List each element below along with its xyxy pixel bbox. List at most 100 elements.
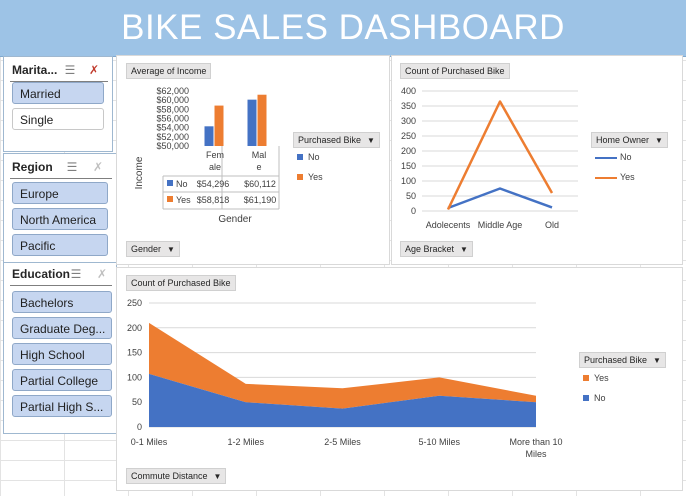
age-chart-panel: Count of Purchased Bike 0 50 100 150 200 250 3… <box>391 55 683 265</box>
age-ytick-label: 0 <box>411 206 416 216</box>
clear-filter-icon[interactable]: ✗ <box>96 267 108 281</box>
dropdown-icon: ▼ <box>655 136 663 145</box>
marital-slicer-title: Marita... <box>12 63 58 77</box>
slicer-item-pacific[interactable]: Pacific <box>12 234 108 256</box>
legend-text-no: No <box>594 393 606 403</box>
marital-slicer: Marita... ☰ ✗ Married Single <box>3 56 113 152</box>
table-row-label-no: No <box>176 179 188 189</box>
income-bar-male-yes <box>257 94 267 146</box>
average-income-field-button[interactable]: Average of Income <box>126 63 212 79</box>
commute-xcat-label: 5-10 Miles <box>418 437 460 447</box>
age-line-yes <box>446 100 554 211</box>
gender-field-button[interactable]: Gender ▼ <box>126 241 180 257</box>
marital-slicer-header: Marita... ☰ ✗ <box>10 61 108 82</box>
slicer-item-partial-college[interactable]: Partial College <box>12 369 112 391</box>
income-bar-female-yes <box>214 105 224 146</box>
slicer-item-north-america[interactable]: North America <box>12 208 108 230</box>
legend-swatch-yes <box>583 375 589 381</box>
legend-swatch-no <box>583 395 589 401</box>
education-slicer: Education ☰ ✗ Bachelors Graduate Deg... … <box>3 262 117 434</box>
multi-select-icon[interactable]: ☰ <box>64 63 76 77</box>
income-xcat-male-2: e <box>256 162 261 172</box>
legend-yes: Yes <box>297 172 323 182</box>
commute-xcat-label: 1-2 Miles <box>227 437 264 447</box>
multi-select-icon[interactable]: ☰ <box>70 267 82 281</box>
purchased-bike-legend-label: Purchased Bike <box>584 355 648 365</box>
commute-xcat-label: 2-5 Miles <box>324 437 361 447</box>
legend-swatch-no <box>297 154 303 160</box>
commute-ytick-label: 50 <box>132 397 142 407</box>
slicer-item-high-school[interactable]: High School <box>12 343 112 365</box>
income-xcat-male-1: Mal <box>252 150 267 160</box>
clear-filter-icon[interactable]: ✗ <box>92 160 104 174</box>
income-bar-chart: Income $50,000$52,000$54,000$56,000$58,0… <box>134 86 280 225</box>
age-xcat-label: Adolecents <box>426 220 471 230</box>
legend-text-yes: Yes <box>620 172 635 182</box>
count-purchased-field-button[interactable]: Count of Purchased Bike <box>400 63 510 79</box>
legend-text-no: No <box>308 152 320 162</box>
commute-ytick-label: 0 <box>137 422 142 432</box>
table-cell-male-no: $60,112 <box>244 179 276 189</box>
purchased-bike-legend-button[interactable]: Purchased Bike ▼ <box>579 352 666 368</box>
home-owner-legend-button[interactable]: Home Owner ▼ <box>591 132 668 148</box>
slicer-item-partial-high-school[interactable]: Partial High S... <box>12 395 112 417</box>
legend-no: No <box>297 152 320 162</box>
region-slicer-title: Region <box>12 160 53 174</box>
commute-distance-field-label: Commute Distance <box>131 471 208 481</box>
income-xcat-female-2: ale <box>209 162 221 172</box>
income-bar-female-no <box>204 126 214 146</box>
table-cell-female-yes: $58,818 <box>197 195 230 205</box>
age-ytick-label: 400 <box>401 86 416 96</box>
slicer-item-married[interactable]: Married <box>12 82 104 104</box>
clear-filter-icon[interactable]: ✗ <box>88 63 100 77</box>
income-xcat-female-1: Fem <box>206 150 224 160</box>
income-ytick-label: $54,000 <box>156 123 189 133</box>
table-row-label-yes: Yes <box>176 195 191 205</box>
legend-text-yes: Yes <box>594 373 609 383</box>
commute-area-no <box>149 373 536 427</box>
count-purchased-field-label: Count of Purchased Bike <box>131 278 231 288</box>
dropdown-icon: ▼ <box>367 136 375 145</box>
count-purchased-field-button[interactable]: Count of Purchased Bike <box>126 275 236 291</box>
commute-chart-panel: Count of Purchased Bike 0 50 100 150 200 250 … <box>116 267 683 491</box>
age-ytick-label: 300 <box>401 116 416 126</box>
age-ytick-label: 250 <box>401 131 416 141</box>
commute-distance-field-button[interactable]: Commute Distance ▼ <box>126 468 227 484</box>
slicer-item-single[interactable]: Single <box>12 108 104 130</box>
legend-text-yes: Yes <box>308 172 323 182</box>
commute-ytick-label: 100 <box>127 372 142 382</box>
table-cell-female-no: $54,296 <box>197 179 230 189</box>
region-slicer: Region ☰ ✗ Europe North America Pacific <box>3 153 117 265</box>
dashboard-title: BIKE SALES DASHBOARD <box>121 8 565 47</box>
commute-xcat-label: More than 10 <box>509 437 562 447</box>
legend-key-yes <box>167 196 173 202</box>
average-income-field-label: Average of Income <box>131 66 207 76</box>
legend-text-no: No <box>620 152 632 162</box>
dropdown-icon: ▼ <box>460 245 468 254</box>
age-line-chart: 0 50 100 150 200 250 300 350 400 Adolecents Middl… <box>401 86 578 230</box>
title-banner: BIKE SALES DASHBOARD <box>0 0 686 57</box>
slicer-item-graduate-degree[interactable]: Graduate Deg... <box>12 317 112 339</box>
legend-yes: Yes <box>595 172 635 182</box>
income-ytick-label: $60,000 <box>156 95 189 105</box>
slicer-item-bachelors[interactable]: Bachelors <box>12 291 112 313</box>
dropdown-icon: ▼ <box>213 472 222 481</box>
education-slicer-title: Education <box>12 267 71 281</box>
home-owner-legend-label: Home Owner <box>596 135 650 145</box>
legend-no: No <box>595 152 632 162</box>
dropdown-icon: ▼ <box>653 356 661 365</box>
income-chart-panel: Average of Income Income $50,000 $52,000 $… <box>116 55 390 265</box>
commute-ytick-label: 150 <box>127 348 142 358</box>
age-xcat-label: Old <box>545 220 559 230</box>
multi-select-icon[interactable]: ☰ <box>66 160 78 174</box>
age-bracket-field-button[interactable]: Age Bracket ▼ <box>400 241 473 257</box>
dropdown-icon: ▼ <box>167 245 175 254</box>
income-xlabel: Gender <box>218 214 252 225</box>
purchased-bike-legend-button[interactable]: Purchased Bike ▼ <box>293 132 380 148</box>
age-ytick-label: 150 <box>401 161 416 171</box>
legend-line-yes <box>595 176 617 179</box>
income-ytick-label: $52,000 <box>156 132 189 142</box>
commute-ytick-label: 200 <box>127 323 142 333</box>
commute-xcat-label: Miles <box>525 449 547 459</box>
slicer-item-europe[interactable]: Europe <box>12 182 108 204</box>
